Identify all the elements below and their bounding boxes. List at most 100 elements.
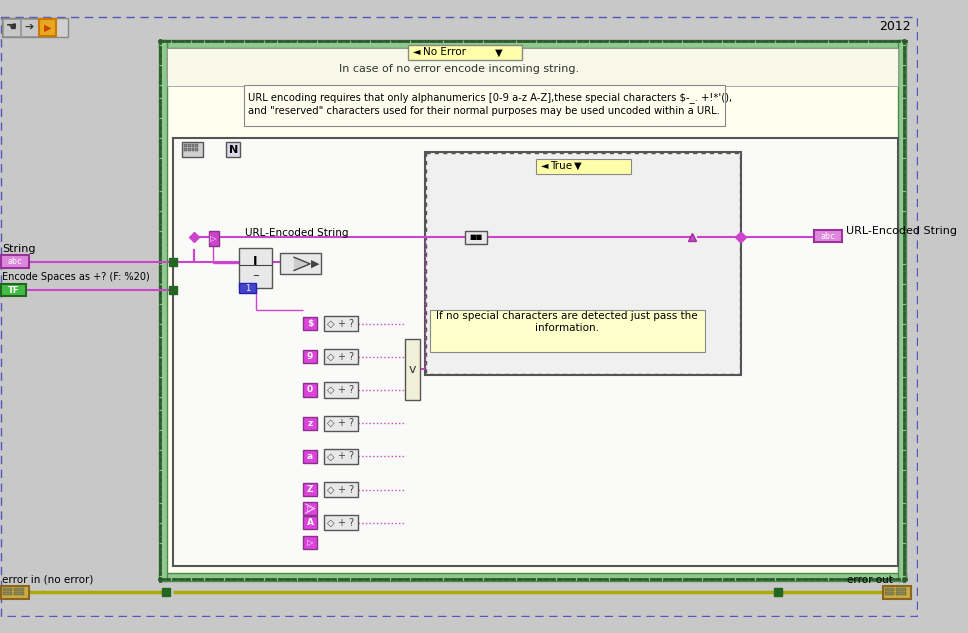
Text: ➔: ➔	[25, 23, 34, 33]
Text: ◇: ◇	[327, 385, 335, 395]
Text: TF: TF	[8, 286, 19, 295]
Bar	[303, 350, 317, 363]
Bar	[196, 144, 198, 147]
Bar	[814, 230, 842, 242]
Text: +: +	[338, 485, 346, 494]
Bar	[324, 349, 358, 365]
Bar	[244, 85, 725, 127]
Bar	[184, 144, 187, 147]
Text: 9: 9	[307, 353, 314, 361]
Text: URL encoding requires that only alphanumerics [0-9 a-z A-Z],these special charac: URL encoding requires that only alphanum…	[248, 92, 732, 103]
Text: ▶: ▶	[311, 259, 319, 269]
Bar	[896, 588, 906, 591]
Text: ▼: ▼	[492, 47, 502, 58]
Text: ◇: ◇	[327, 451, 335, 461]
Text: ▶: ▶	[44, 23, 51, 33]
Text: +: +	[338, 418, 346, 428]
Text: A: A	[307, 518, 314, 527]
Text: 0: 0	[307, 385, 314, 394]
Text: error out: error out	[847, 575, 892, 585]
Polygon shape	[209, 232, 218, 244]
Text: Z: Z	[307, 485, 314, 494]
Text: ?: ?	[348, 418, 353, 428]
Bar	[239, 283, 257, 293]
Bar	[883, 586, 911, 599]
Text: z: z	[308, 418, 313, 428]
Bar	[280, 253, 321, 274]
Text: In case of no error encode incoming string.: In case of no error encode incoming stri…	[339, 63, 579, 73]
Bar	[196, 148, 198, 151]
Text: ?: ?	[348, 318, 353, 329]
Bar	[426, 153, 740, 374]
Text: ◄: ◄	[541, 161, 552, 171]
Bar	[2, 18, 69, 37]
Bar	[303, 417, 317, 430]
Bar	[303, 502, 317, 515]
Bar	[303, 317, 317, 330]
Bar	[425, 152, 741, 375]
Bar	[430, 310, 705, 352]
Text: ◇: ◇	[327, 518, 335, 528]
Bar	[3, 592, 13, 595]
Polygon shape	[294, 257, 310, 270]
Bar	[324, 316, 358, 331]
Text: URL-Encoded String: URL-Encoded String	[846, 226, 957, 235]
Bar	[405, 339, 420, 401]
Text: N: N	[228, 145, 238, 155]
Text: ▷: ▷	[210, 234, 217, 243]
Bar	[192, 148, 195, 151]
Bar	[896, 592, 906, 595]
Bar	[324, 515, 358, 530]
Text: +: +	[338, 385, 346, 395]
Text: +: +	[338, 451, 346, 461]
Bar	[182, 142, 203, 157]
Text: ?: ?	[348, 518, 353, 528]
Bar	[192, 144, 195, 147]
Bar	[15, 588, 23, 591]
Bar	[885, 592, 894, 595]
Text: ◇: ◇	[327, 352, 335, 362]
Bar	[303, 449, 317, 463]
Bar	[188, 148, 191, 151]
Bar	[535, 159, 630, 174]
Bar	[209, 230, 219, 246]
Bar	[166, 47, 898, 85]
Text: ◇: ◇	[327, 318, 335, 329]
Bar	[166, 47, 898, 573]
Bar	[39, 19, 56, 36]
Bar	[465, 230, 488, 244]
Text: abc: abc	[820, 232, 835, 241]
Text: ▷: ▷	[307, 538, 314, 547]
Bar	[324, 382, 358, 398]
Text: ─: ─	[253, 270, 257, 279]
Text: ?: ?	[348, 385, 353, 395]
Text: ■■: ■■	[469, 234, 483, 241]
Text: +: +	[338, 518, 346, 528]
Text: ?: ?	[348, 485, 353, 494]
Text: Encode Spaces as +? (F: %20): Encode Spaces as +? (F: %20)	[2, 272, 150, 282]
Bar	[408, 45, 522, 60]
Text: ☚: ☚	[6, 22, 17, 34]
Bar	[1, 586, 29, 599]
Text: ▼: ▼	[571, 161, 582, 171]
Bar	[324, 449, 358, 464]
Bar	[324, 416, 358, 431]
Text: I: I	[253, 254, 257, 268]
Bar	[188, 144, 191, 147]
Bar	[3, 588, 13, 591]
Text: True: True	[550, 161, 572, 171]
Text: +: +	[338, 318, 346, 329]
Bar	[239, 248, 272, 287]
Bar	[898, 40, 906, 580]
Bar	[303, 536, 317, 549]
Text: If no special characters are detected just pass the
information.: If no special characters are detected ju…	[437, 311, 698, 332]
Text: $: $	[307, 319, 314, 328]
Text: 1: 1	[245, 284, 250, 293]
Bar	[1, 284, 25, 296]
Text: error in (no error): error in (no error)	[2, 575, 93, 585]
Bar	[184, 148, 187, 151]
Text: ?: ?	[348, 451, 353, 461]
Bar	[303, 483, 317, 496]
Text: String: String	[2, 244, 36, 254]
Bar	[303, 384, 317, 397]
